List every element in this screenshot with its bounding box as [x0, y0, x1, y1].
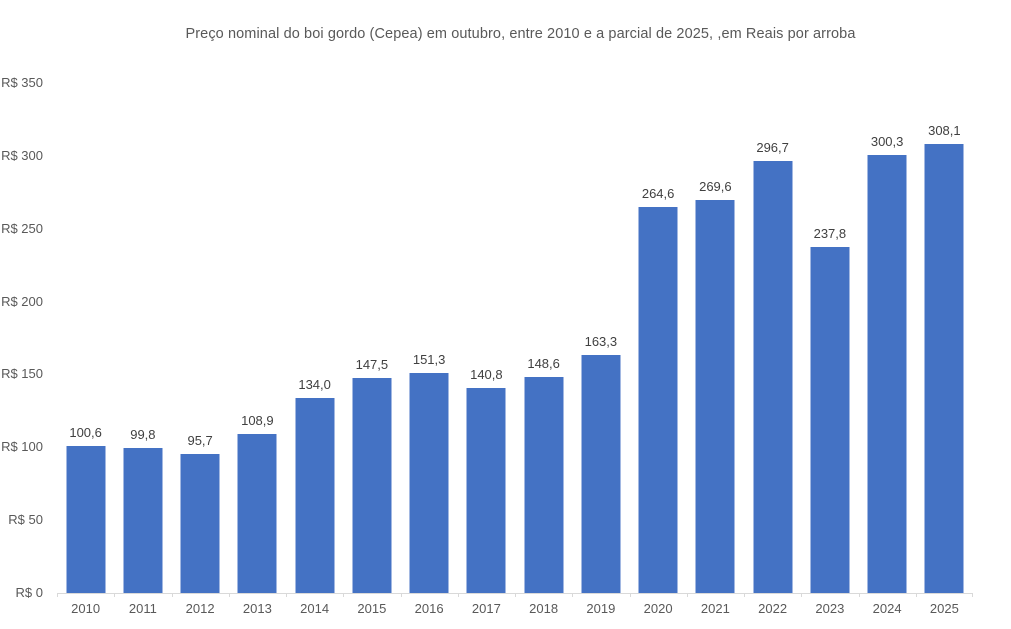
bar-2024: [867, 155, 907, 593]
value-label-2010: 100,6: [69, 425, 102, 441]
value-label-2017: 140,8: [470, 366, 503, 382]
bar-cell-2013: 108,9: [229, 83, 286, 593]
bar-cell-2024: 300,3: [859, 83, 916, 593]
x-tick-label-2021: 2021: [700, 601, 730, 616]
x-axis-tick-4: [286, 593, 287, 597]
bar-cell-2023: 237,8: [801, 83, 858, 593]
bar-cell-2016: 151,3: [401, 83, 458, 593]
x-axis-tick-6: [400, 593, 402, 597]
x-axis-tick-10: [629, 593, 631, 597]
x-axis-tick-7: [457, 593, 459, 597]
bar-2020: [638, 207, 678, 593]
value-label-2011: 99,8: [130, 426, 156, 442]
bar-cell-2025: 308,1: [916, 83, 973, 593]
x-axis-tick-14: [858, 593, 860, 597]
bar-cell-2019: 163,3: [572, 83, 629, 593]
value-label-2015: 147,5: [355, 357, 389, 373]
x-tick-label-2025: 2025: [929, 601, 959, 616]
x-tick-label-2013: 2013: [242, 601, 272, 616]
x-tick-label-2023: 2023: [815, 601, 845, 616]
x-axis-tick-1: [114, 593, 116, 597]
value-label-2012: 95,7: [187, 432, 213, 448]
x-tick-label-2022: 2022: [758, 601, 788, 616]
bar-2018: [524, 376, 564, 593]
x-axis-tick-8: [515, 593, 516, 597]
bar-cell-2017: 140,8: [458, 83, 515, 593]
bar-cell-2021: 269,6: [687, 83, 744, 593]
value-label-2013: 108,9: [241, 413, 274, 429]
bar-cell-2015: 147,5: [343, 83, 400, 593]
x-axis-tick-12: [744, 593, 745, 597]
plot-area: 100,6 99,8 95,7 108,9 134,0 147,5 151,3 140,8 14…: [57, 83, 973, 597]
bar-2017: [466, 387, 506, 593]
value-label-2024: 300,3: [870, 134, 904, 150]
x-tick-label-2012: 2012: [185, 601, 215, 616]
bar-2015: [352, 378, 392, 593]
x-tick-label-2024: 2024: [872, 601, 902, 616]
value-label-2018: 148,6: [527, 355, 560, 371]
value-label-2021: 269,6: [699, 179, 732, 195]
value-label-2014: 134,0: [298, 376, 331, 392]
bar-cell-2012: 95,7: [172, 83, 229, 593]
y-tick-label-200: R$ 200: [1, 293, 43, 309]
bar-cell-2011: 99,8: [114, 83, 171, 593]
y-tick-label-0: R$ 0: [15, 585, 43, 600]
bar-2023: [810, 246, 850, 593]
bar-cell-2020: 264,6: [630, 83, 687, 593]
bar-2019: [581, 355, 621, 593]
x-axis-tick-11: [686, 593, 688, 597]
bar-cell-2018: 148,6: [515, 83, 572, 593]
y-tick-label-350: R$ 350: [1, 75, 43, 90]
value-label-2019: 163,3: [584, 334, 618, 349]
bar-2010: [66, 446, 106, 593]
x-tick-label-2020: 2020: [643, 601, 673, 616]
x-axis-tick-2: [171, 593, 173, 597]
x-tick-label-2011: 2011: [128, 601, 157, 616]
x-tick-label-2016: 2016: [414, 601, 444, 616]
value-label-2016: 151,3: [412, 351, 446, 367]
x-axis-tick-0: [57, 593, 58, 597]
bar-2011: [123, 447, 163, 593]
value-label-2023: 237,8: [813, 225, 847, 241]
y-tick-label-300: R$ 300: [1, 147, 43, 163]
x-axis-tick-5: [343, 593, 345, 597]
bar-2014: [295, 397, 335, 593]
bar-2021: [695, 200, 735, 593]
y-tick-label-150: R$ 150: [1, 366, 43, 382]
bar-2013: [237, 434, 277, 593]
y-tick-label-250: R$ 250: [1, 220, 43, 236]
chart-title: Preço nominal do boi gordo (Cepea) em ou…: [185, 26, 856, 42]
x-axis-labels: 2010 2011 2012 2013 2014 2015 2016 2017 2018 2019…: [57, 601, 973, 616]
x-tick-label-2014: 2014: [300, 601, 330, 616]
value-label-2022: 296,7: [756, 139, 789, 155]
x-axis-tick-3: [228, 593, 230, 597]
value-label-2025: 308,1: [928, 123, 961, 139]
bars-row: 100,6 99,8 95,7 108,9 134,0 147,5 151,3 140,8 14…: [57, 83, 973, 593]
x-tick-label-2010: 2010: [71, 601, 101, 616]
x-tick-label-2015: 2015: [357, 601, 387, 616]
bar-2022: [753, 160, 793, 593]
value-label-2020: 264,6: [641, 186, 675, 202]
bar-cell-2014: 134,0: [286, 83, 343, 593]
y-tick-label-100: R$ 100: [1, 439, 43, 455]
y-tick-label-50: R$ 50: [8, 512, 43, 528]
x-tick-label-2018: 2018: [529, 601, 559, 616]
x-tick-label-2017: 2017: [471, 601, 501, 616]
x-axis-tick-13: [801, 593, 803, 597]
bar-cell-2022: 296,7: [744, 83, 801, 593]
x-axis-tick-9: [572, 593, 574, 597]
x-axis-tick-16: [972, 593, 973, 597]
bar-2025: [924, 144, 964, 593]
bar-cell-2010: 100,6: [57, 83, 114, 593]
x-tick-label-2019: 2019: [586, 601, 616, 616]
y-axis: R$ 350 R$ 300 R$ 250 R$ 200 R$ 150 R$ 100 R$ 5…: [0, 0, 48, 629]
bar-2012: [180, 453, 220, 593]
x-axis-tick-15: [915, 593, 917, 597]
bar-2016: [409, 372, 449, 593]
